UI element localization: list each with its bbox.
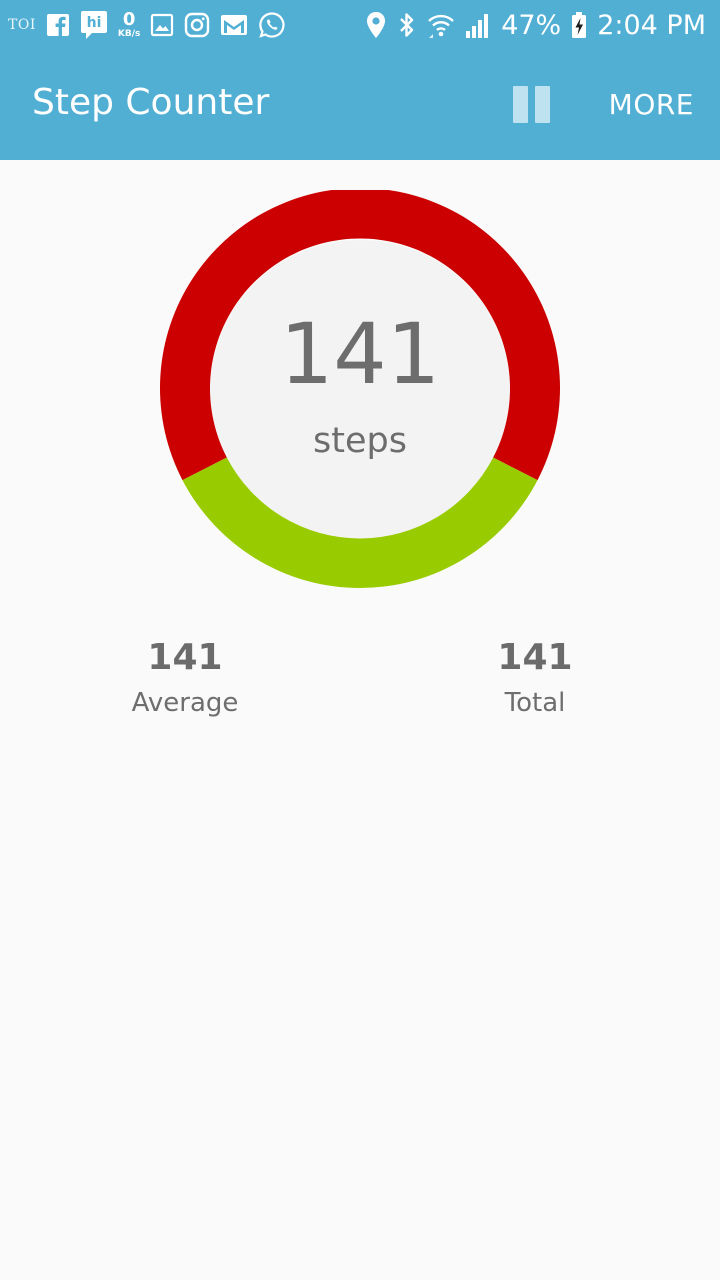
system-icons: 47% 2:04 PM [365,0,706,50]
data-speed-unit: KB/s [117,29,141,39]
toi-icon: TOI [8,17,36,33]
app-bar: Step Counter MORE [0,50,720,160]
average-stat: 141 Average [65,637,305,718]
total-label: Total [504,688,566,718]
total-value: 141 [497,637,573,678]
ring-red-segment [160,190,560,481]
page-title: Step Counter [32,82,270,123]
hike-icon-text: hi [86,15,101,31]
battery-charging-icon [572,12,587,38]
step-label: steps [313,420,407,461]
data-speed-value: 0 [122,9,136,30]
hike-icon: hi [80,11,107,39]
ring-inner-fill [210,240,510,540]
clock: 2:04 PM [597,9,706,41]
total-stat: 141 Total [415,637,655,718]
step-readout: 141 steps [160,190,560,590]
ring-green-segment [182,457,538,589]
gmail-icon [221,15,248,35]
step-count: 141 [279,304,441,403]
average-label: Average [131,688,239,718]
pause-button[interactable] [506,80,556,130]
signal-icon [466,14,489,38]
data-speed-icon: 0 KB/s [118,11,140,39]
facebook-icon [46,14,69,36]
step-progress-ring [160,190,560,589]
more-button[interactable]: MORE [608,88,694,121]
bluetooth-icon [400,13,414,37]
whatsapp-icon [259,12,285,38]
notification-icons: TOI hi 0 KB/s [8,0,286,50]
instagram-icon [185,12,210,38]
battery-percentage: 47% [501,9,562,41]
wifi-icon [428,14,455,38]
average-value: 141 [147,637,223,678]
location-icon [367,12,386,38]
gallery-icon [151,13,174,37]
status-bar: TOI hi 0 KB/s [0,0,720,50]
